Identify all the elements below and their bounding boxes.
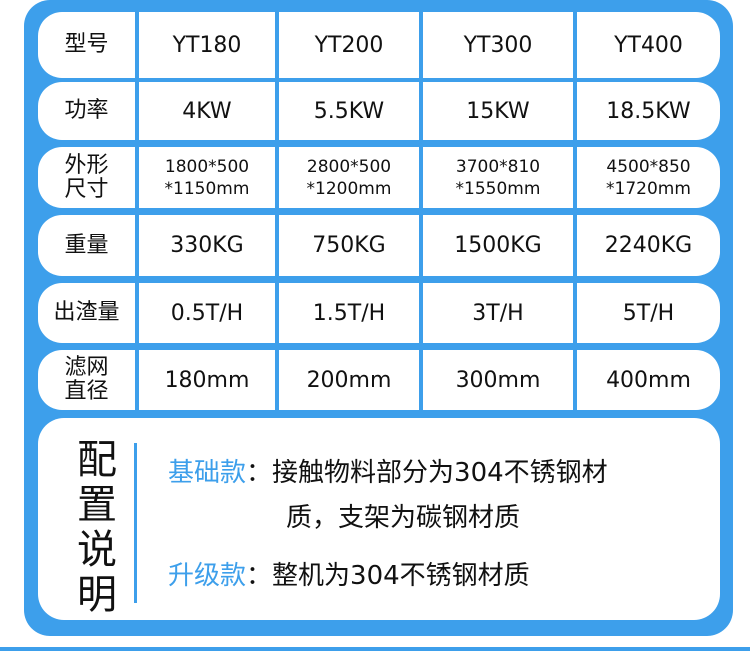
row-label: 型号: [38, 12, 135, 78]
table-cell: 15KW: [423, 82, 573, 140]
config-title: 配 置 说 明: [72, 438, 122, 618]
table-row-filter-diameter: 滤网 直径 180mm 200mm 300mm 400mm: [38, 350, 720, 410]
config-panel: [38, 418, 720, 620]
title-char: 明: [77, 572, 117, 618]
basic-text-line1: 接触物料部分为304不锈钢材: [272, 458, 608, 488]
table-cell: 1500KG: [423, 215, 573, 276]
table-cell: YT300: [423, 12, 573, 78]
table-cell: 4KW: [139, 82, 275, 140]
row-label: 功率: [38, 82, 135, 140]
table-cell: 3700*810 *1550mm: [423, 147, 573, 208]
table-cell: 18.5KW: [577, 82, 720, 140]
title-char: 置: [77, 482, 117, 528]
cell-line: 3700*810: [455, 156, 541, 177]
cell-line: *1720mm: [606, 178, 691, 199]
table-cell: 2800*500 *1200mm: [279, 147, 419, 208]
table-cell: 1800*500 *1150mm: [139, 147, 275, 208]
title-char: 说: [77, 527, 117, 573]
cell-line: *1150mm: [164, 178, 250, 199]
table-row-weight: 重量 330KG 750KG 1500KG 2240KG: [38, 215, 720, 276]
basic-text-line2: 质，支架为碳钢材质: [286, 503, 521, 533]
table-cell: 400mm: [577, 350, 720, 410]
cell-line: 1800*500: [164, 156, 250, 177]
title-char: 配: [77, 437, 117, 483]
basic-key: 基础款: [168, 458, 247, 488]
separator: ：: [246, 561, 273, 591]
bottom-divider: [0, 647, 750, 651]
table-cell: 5.5KW: [279, 82, 419, 140]
label-line: 直径: [64, 379, 109, 404]
table-cell: 2240KG: [577, 215, 720, 276]
table-cell: 0.5T/H: [139, 283, 275, 343]
config-basic: 基础款：接触物料部分为304不锈钢材: [168, 452, 608, 489]
table-row-output: 出渣量 0.5T/H 1.5T/H 3T/H 5T/H: [38, 283, 720, 343]
row-label-text: 外形尺寸: [64, 152, 109, 202]
upgrade-key: 升级款: [168, 561, 247, 591]
cell-line: *1550mm: [455, 178, 541, 199]
table-row-dimensions: 外形尺寸 1800*500 *1150mm 2800*500 *1200mm 370…: [38, 147, 720, 208]
table-cell: 4500*850 *1720mm: [577, 147, 720, 208]
table-cell: 330KG: [139, 215, 275, 276]
row-label: 滤网 直径: [38, 350, 135, 410]
separator: ：: [246, 458, 273, 488]
table-cell: YT180: [139, 12, 275, 78]
config-divider: [134, 443, 137, 603]
row-label: 出渣量: [38, 283, 135, 343]
table-cell: 180mm: [139, 350, 275, 410]
table-cell: YT400: [577, 12, 720, 78]
cell-line: 4500*850: [606, 156, 691, 177]
table-row-power: 功率 4KW 5.5KW 15KW 18.5KW: [38, 82, 720, 140]
cell-line: 2800*500: [306, 156, 392, 177]
table-cell: 1.5T/H: [279, 283, 419, 343]
table-cell: 200mm: [279, 350, 419, 410]
cell-line: *1200mm: [306, 178, 392, 199]
label-line: 滤网: [64, 355, 109, 380]
table-cell: 5T/H: [577, 283, 720, 343]
upgrade-text: 整机为304不锈钢材质: [272, 561, 530, 591]
table-row-model: 型号 YT180 YT200 YT300 YT400: [38, 12, 720, 78]
table-cell: 3T/H: [423, 283, 573, 343]
config-upgrade: 升级款：整机为304不锈钢材质: [168, 555, 530, 592]
table-cell: YT200: [279, 12, 419, 78]
table-cell: 750KG: [279, 215, 419, 276]
row-label: 外形尺寸: [38, 147, 135, 208]
table-cell: 300mm: [423, 350, 573, 410]
row-label: 重量: [38, 215, 135, 276]
